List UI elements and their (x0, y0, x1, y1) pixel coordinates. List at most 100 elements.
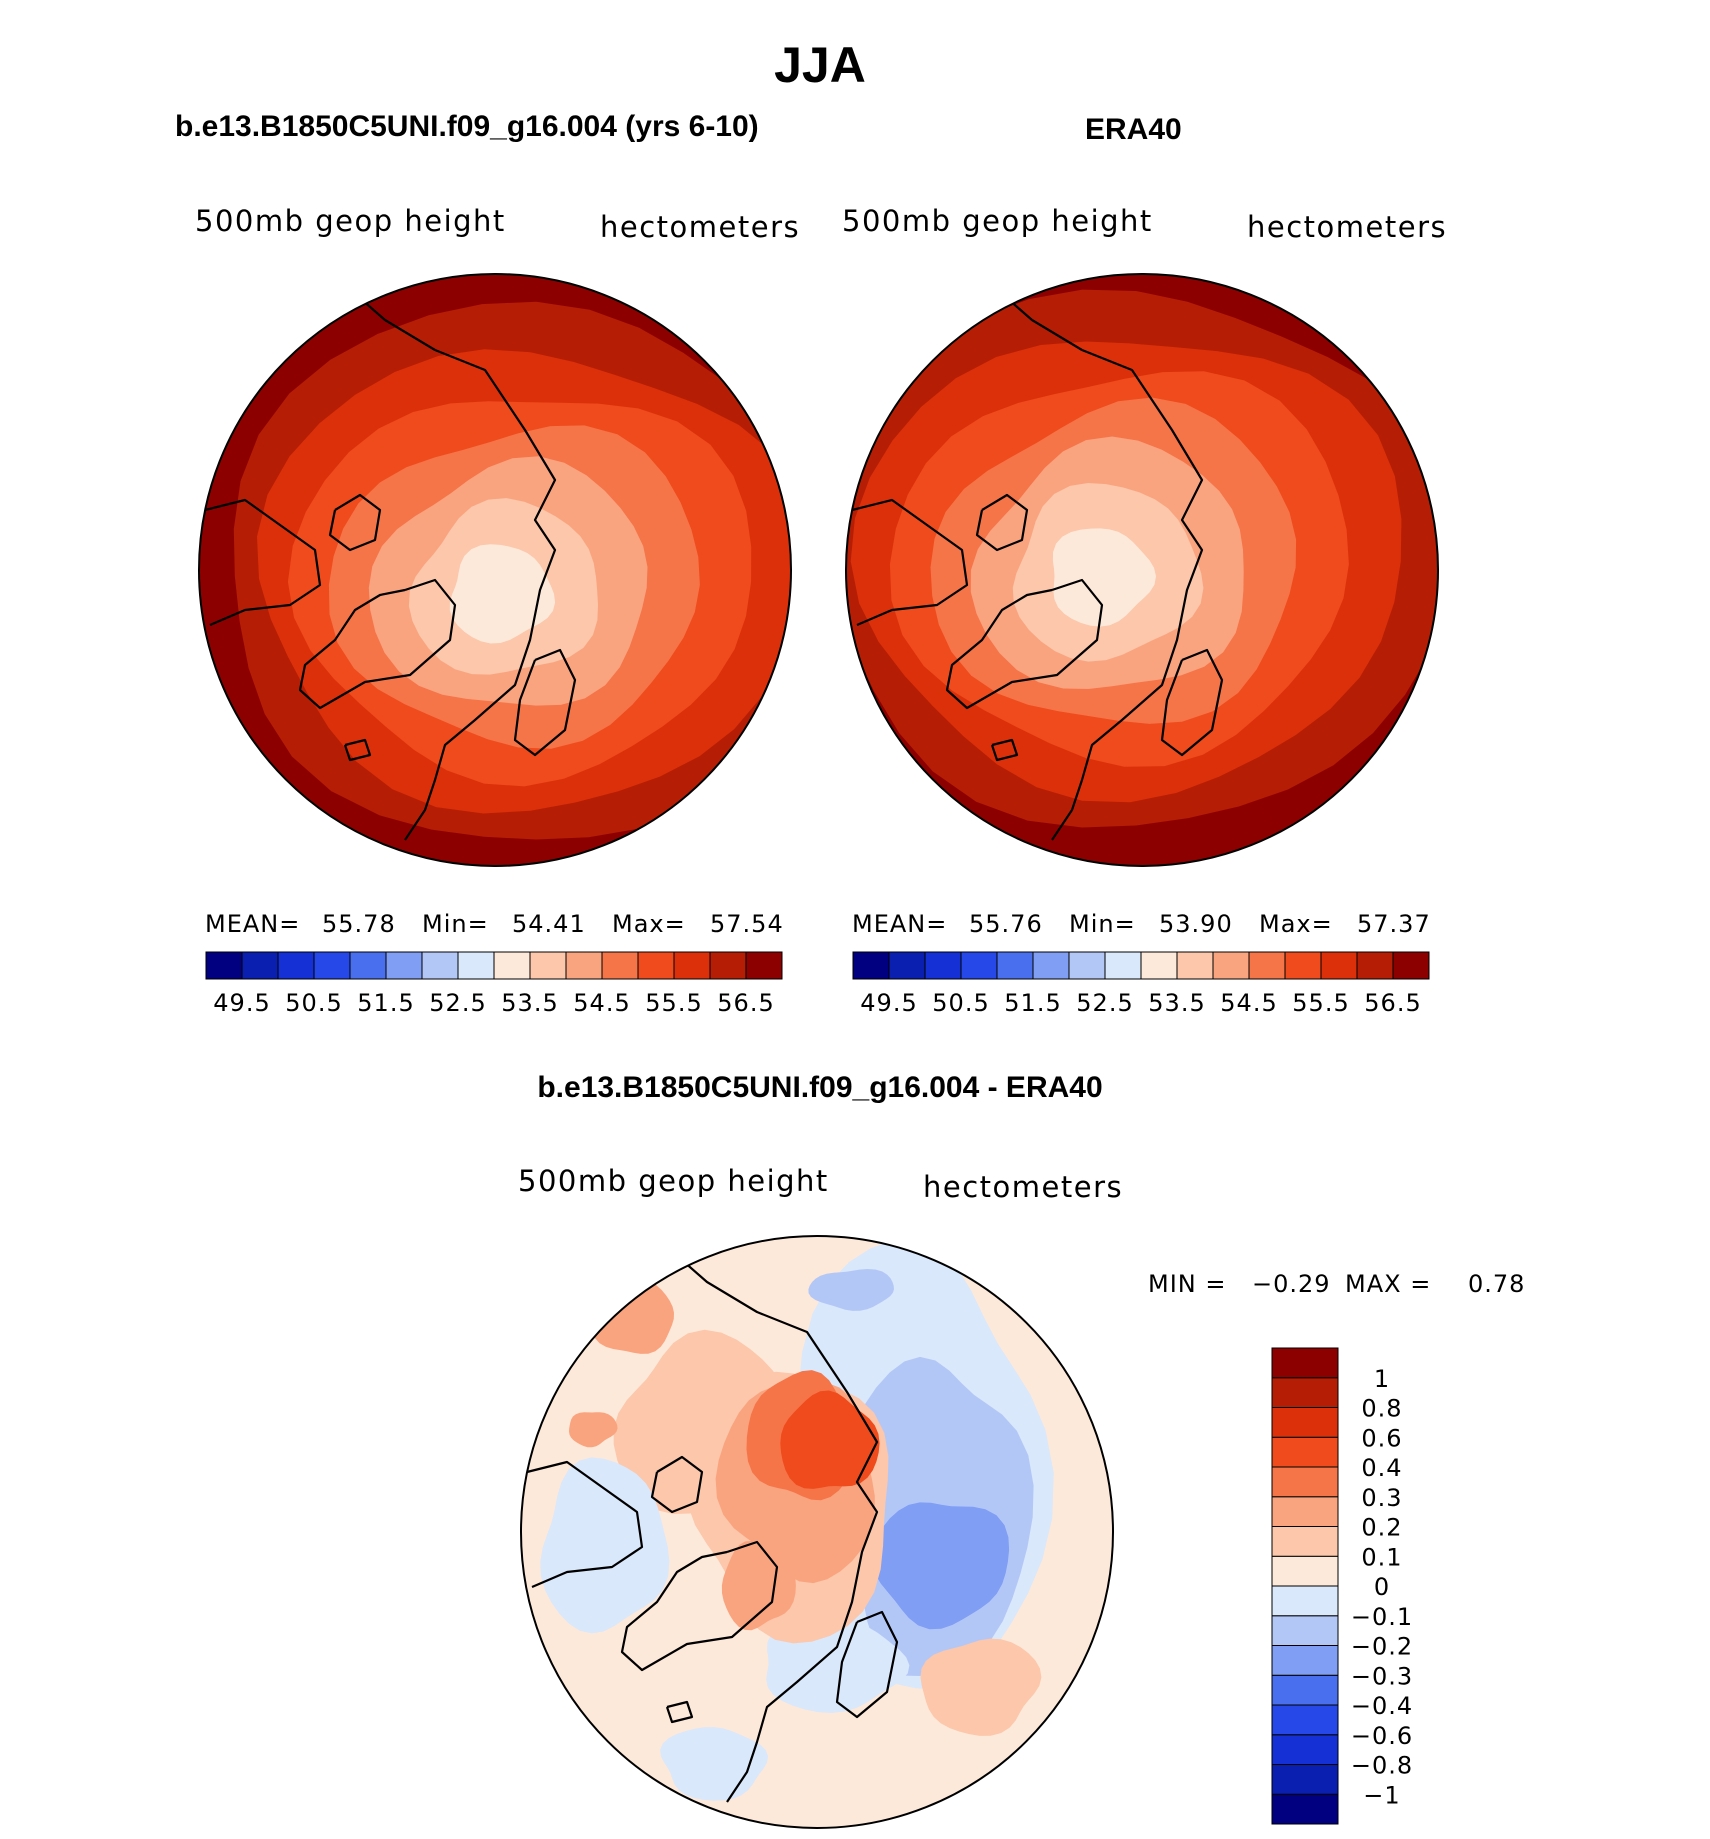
colorbar-swatch (1271, 1526, 1339, 1557)
coastline (1160, 648, 1224, 757)
colorbar-swatch (529, 951, 567, 980)
colorbar-swatch (349, 951, 387, 980)
diff-colorbar: 10.80.60.40.30.20.10−0.1−0.2−0.3−0.4−0.6… (1271, 1347, 1413, 1825)
colorbar-tick-label: 51.5 (1004, 989, 1061, 1017)
coastline (666, 1246, 879, 1803)
colorbar-tick-label: 52.5 (1076, 989, 1133, 1017)
diff-panel-title: b.e13.B1850C5UNI.f09_g16.004 - ERA40 (537, 1071, 1103, 1104)
colorbar-swatch (277, 951, 315, 980)
colorbar-swatch (1271, 1734, 1339, 1765)
colorbar-tick-label: 56.5 (1364, 989, 1421, 1017)
model-min-label: Min= (422, 910, 489, 938)
contour-band (871, 1502, 1010, 1630)
colorbar-swatch (852, 951, 890, 980)
model-max-label: Max= (612, 910, 686, 938)
contour-band (1052, 528, 1156, 627)
colorbar-swatch (1271, 1347, 1339, 1379)
colorbar-tick-label: 55.5 (1292, 989, 1349, 1017)
colorbar-tick-label: −0.6 (1351, 1722, 1413, 1750)
coastline (204, 498, 322, 627)
colorbar-swatch (637, 951, 675, 980)
colorbar-swatch (205, 951, 243, 980)
colorbar-swatch (1271, 1436, 1339, 1468)
coastline (513, 648, 577, 757)
colorbar-swatch (421, 951, 459, 980)
colorbar-tick-label: 53.5 (1148, 989, 1205, 1017)
colorbar-swatch (1271, 1555, 1339, 1587)
colorbar-tick-label: −0.8 (1351, 1752, 1413, 1780)
colorbar-swatch (709, 951, 747, 980)
diff-map (521, 1236, 1113, 1828)
colorbar-swatch (673, 951, 711, 980)
colorbar-swatch (1176, 951, 1214, 980)
obs-colorbar: 49.5 50.5 51.5 52.5 53.5 54.5 55.5 56.5 (852, 951, 1430, 1017)
coastline (344, 284, 557, 841)
contour-band (780, 1390, 880, 1489)
contour-band (590, 1280, 674, 1354)
figure-title: JJA (774, 37, 866, 93)
contour-band (449, 544, 556, 644)
colorbar-swatch (960, 951, 998, 980)
contour-band (920, 1638, 1042, 1736)
colorbar-tick-label: 54.5 (1220, 989, 1277, 1017)
obs-max-label: Max= (1259, 910, 1333, 938)
colorbar-swatch (385, 951, 423, 980)
contour-band (721, 1540, 796, 1631)
colorbar-swatch (565, 951, 603, 980)
model-min-value: 54.41 (512, 910, 586, 938)
colorbar-swatch (1356, 951, 1394, 980)
colorbar-swatch (1271, 1764, 1339, 1795)
colorbar-tick-label: 0.2 (1361, 1514, 1402, 1542)
obs-panel-title: ERA40 (1085, 113, 1182, 146)
coastline (851, 498, 969, 627)
colorbar-tick-label: −0.4 (1351, 1692, 1413, 1720)
colorbar-tick-label: 0 (1374, 1573, 1390, 1601)
colorbar-swatch (1271, 1793, 1339, 1825)
colorbar-tick-label: 0.8 (1361, 1395, 1402, 1423)
model-subtitle-right: hectometers (600, 210, 800, 244)
coastline (835, 1610, 899, 1719)
diff-min-label: MIN = (1148, 1270, 1226, 1298)
colorbar-tick-label: 49.5 (860, 989, 917, 1017)
obs-map-border (845, 273, 1439, 867)
colorbar-tick-label: 1 (1374, 1365, 1390, 1393)
colorbar-swatch (493, 951, 531, 980)
model-mean-value: 55.78 (322, 910, 396, 938)
colorbar-swatch (1271, 1615, 1339, 1646)
diff-max-label: MAX = (1345, 1270, 1431, 1298)
colorbar-swatch (313, 951, 351, 980)
contour-band (540, 1457, 670, 1634)
colorbar-tick-label: 49.5 (213, 989, 270, 1017)
diff-min-value: −0.29 (1252, 1270, 1331, 1298)
colorbar-swatch (996, 951, 1034, 980)
colorbar-swatch (457, 951, 495, 980)
coastline (526, 1460, 644, 1589)
colorbar-tick-label: 50.5 (285, 989, 342, 1017)
colorbar-tick-label: 54.5 (573, 989, 630, 1017)
colorbar-tick-label: 51.5 (357, 989, 414, 1017)
obs-min-value: 53.90 (1159, 910, 1233, 938)
colorbar-swatch (1284, 951, 1322, 980)
model-stats: MEAN= 55.78 Min= 54.41 Max= 57.54 (205, 910, 783, 938)
coastline (328, 493, 382, 552)
colorbar-tick-label: 56.5 (717, 989, 774, 1017)
obs-max-value: 57.37 (1357, 910, 1431, 938)
model-mean-label: MEAN= (205, 910, 300, 938)
colorbar-tick-label: −0.1 (1351, 1603, 1413, 1631)
obs-min-label: Min= (1069, 910, 1136, 938)
colorbar-swatch (745, 951, 783, 980)
colorbar-swatch (1248, 951, 1286, 980)
colorbar-tick-label: −0.3 (1351, 1662, 1413, 1690)
colorbar-tick-label: 0.6 (1361, 1424, 1402, 1452)
contour-band (808, 1269, 894, 1311)
colorbar-tick-label: 52.5 (429, 989, 486, 1017)
model-map-border (198, 273, 792, 867)
colorbar-swatch (1271, 1496, 1339, 1527)
coastline (298, 578, 457, 710)
colorbar-swatch (888, 951, 926, 980)
colorbar-tick-label: 53.5 (501, 989, 558, 1017)
colorbar-tick-label: −1 (1363, 1781, 1400, 1809)
model-map (199, 274, 791, 866)
colorbar-swatch (1271, 1704, 1339, 1736)
